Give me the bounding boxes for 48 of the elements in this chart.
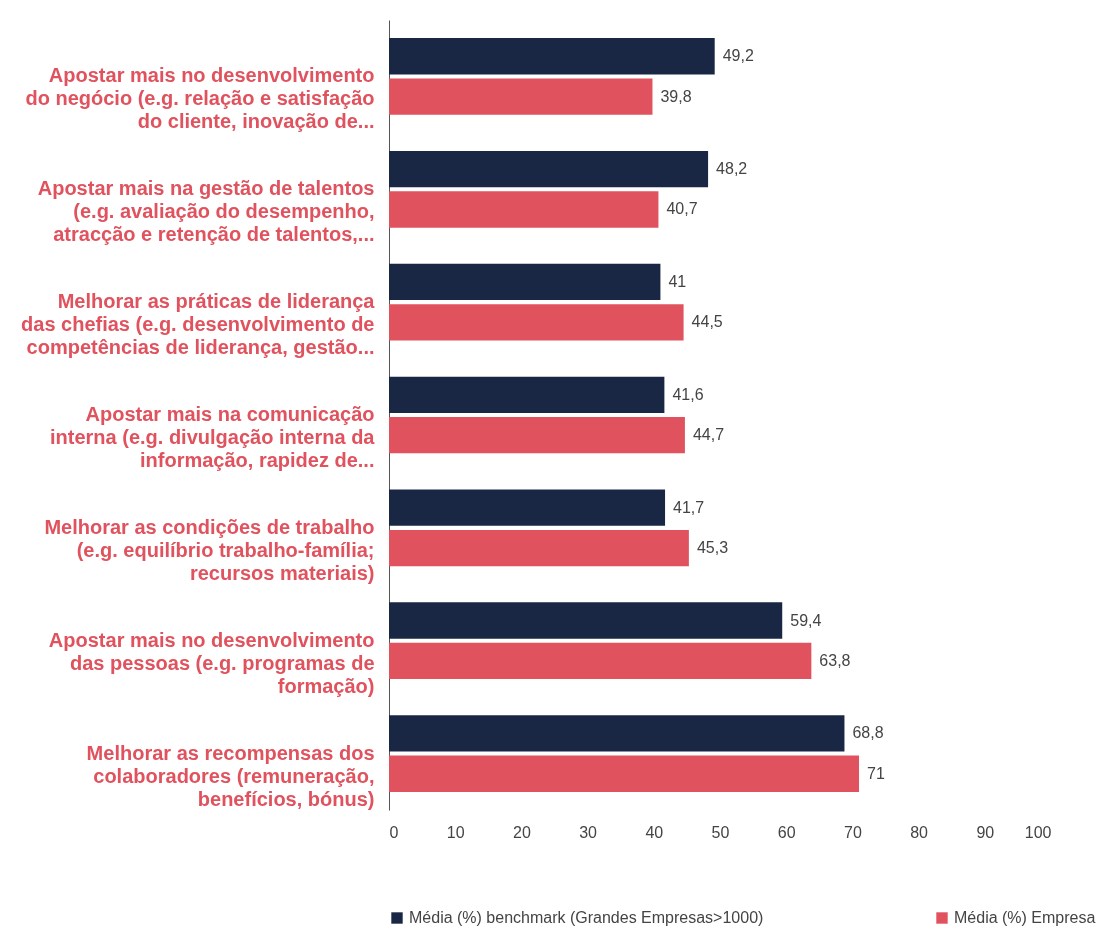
legend-label: Média (%) benchmark (Grandes Empresas>1000): [409, 909, 764, 926]
bar: [389, 715, 845, 752]
data-label: 41,7: [673, 498, 705, 516]
y-tick-label: Apostar mais no desenvolvimento do negócio (e.g. relação e satisfação do cliente, inovação de...: [25, 64, 375, 133]
x-tick-label: 60: [777, 823, 796, 841]
data-label: 44,7: [692, 426, 725, 444]
y-tick-label: Apostar mais na gestão de talentos (e.g. avaliação do desempenho, atracção e retenção de talentos,...: [37, 177, 375, 246]
bar: [389, 78, 653, 115]
x-tick-label: 70: [844, 823, 862, 841]
bar: [389, 602, 783, 639]
data-label: 44,5: [691, 313, 723, 331]
x-tick-label: 10: [446, 823, 465, 841]
bar: [389, 489, 666, 526]
bar: [389, 529, 689, 567]
data-label: 40,7: [666, 200, 698, 218]
x-tick-label: 30: [579, 823, 598, 841]
y-tick-label: Apostar mais na comunicação interna (e.g. divulgação interna da informação, rapidez de...: [49, 403, 376, 471]
data-label: 68,8: [852, 724, 884, 742]
bar: [389, 642, 812, 680]
bar: [389, 376, 665, 413]
bar: [389, 417, 685, 454]
data-label: 48,2: [716, 160, 748, 178]
bar: [389, 263, 661, 301]
data-label: 39,8: [660, 87, 692, 105]
data-label: 63,8: [819, 651, 851, 669]
y-tick-label: Melhorar as práticas de liderança das chefias (e.g. desenvolvimento de competências de liderança, gestão...: [21, 290, 376, 359]
y-tick-label: Melhorar as condições de trabalho (e.g. equilíbrio trabalho-família; recursos materiais): [44, 515, 375, 584]
x-tick-label: 50: [711, 823, 730, 841]
legend-label: Média (%) Empresa: [954, 909, 1096, 926]
bar: [389, 304, 684, 341]
x-tick-label: 90: [976, 823, 995, 841]
x-tick-label: 40: [645, 823, 664, 841]
data-label: 71: [867, 764, 885, 782]
x-tick-label: 0: [389, 823, 399, 841]
data-label: 49,2: [722, 47, 754, 65]
x-tick-label: 80: [910, 823, 929, 841]
x-tick-label: 20: [513, 823, 531, 841]
bar: [389, 38, 715, 75]
y-tick-label: Apostar mais no desenvolvimento das pessoas (e.g. programas de formação): [48, 628, 375, 697]
y-tick-label: Melhorar as recompensas dos colaboradores (remuneração, benefícios, bónus): [86, 741, 375, 810]
data-label: 45,3: [696, 539, 729, 557]
x-tick-label: 100: [1024, 823, 1052, 841]
bar: [389, 755, 860, 792]
bar: [389, 150, 709, 188]
data-label: 41: [668, 272, 687, 290]
bar: [389, 191, 659, 228]
data-label: 59,4: [790, 611, 822, 629]
data-label: 41,6: [672, 385, 704, 403]
